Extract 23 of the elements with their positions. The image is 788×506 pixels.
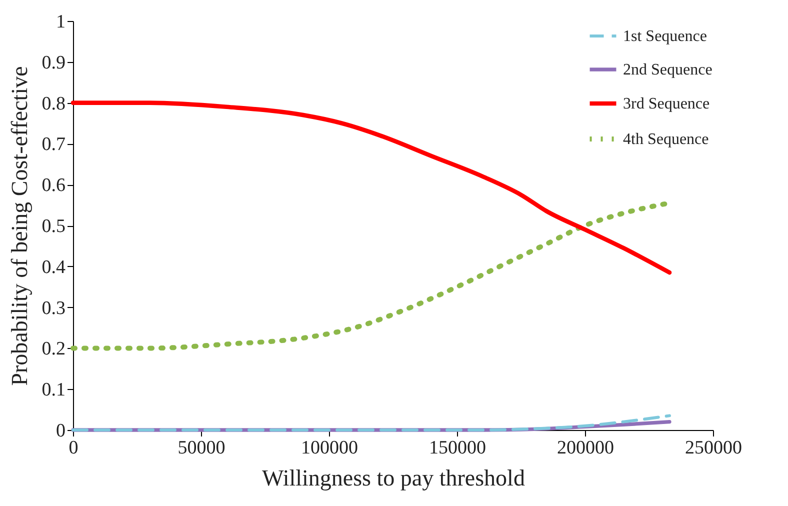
y-tick-label: 0.8: [42, 93, 66, 114]
x-tick-label: 100000: [301, 438, 358, 458]
y-tick-label: 0.7: [42, 134, 66, 156]
legend-label: 4th Sequence: [623, 131, 709, 148]
y-tick-label: 0.5: [42, 216, 66, 237]
y-tick-label: 0.1: [42, 380, 66, 401]
x-tick-label: 250000: [685, 438, 742, 458]
legend-label: 3rd Sequence: [623, 96, 710, 112]
y-tick-label: 0: [56, 420, 66, 442]
y-tick-label: 0.4: [42, 256, 66, 278]
y-tick-label: 1: [56, 12, 66, 32]
y-tick-label: 0.2: [42, 338, 66, 360]
line-series: [72, 414, 671, 432]
legend-label: 1st Sequence: [623, 28, 707, 45]
x-tick-label: 150000: [429, 438, 486, 458]
x-axis-title: Willingness to pay threshold: [262, 466, 526, 490]
x-tick-label: 200000: [557, 438, 614, 458]
y-axis-title: Probability of being Cost-effective: [6, 66, 32, 386]
y-tick-label: 0.3: [42, 298, 66, 319]
legend-label: 2nd Sequence: [623, 62, 712, 78]
x-tick-label: 50000: [178, 438, 226, 458]
y-tick-label: 0.9: [42, 52, 66, 74]
y-tick-label: 0.6: [42, 175, 66, 196]
